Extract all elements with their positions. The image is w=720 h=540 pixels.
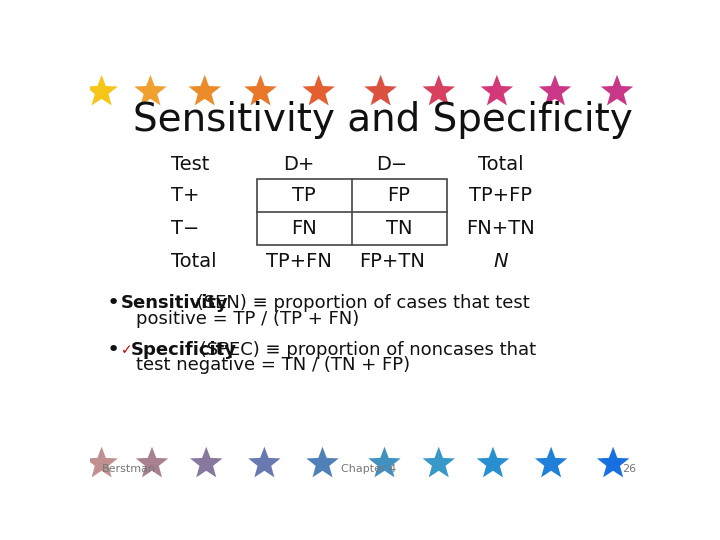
- Polygon shape: [477, 447, 509, 477]
- Polygon shape: [597, 447, 629, 477]
- Polygon shape: [190, 447, 222, 477]
- Text: Chapter 4: Chapter 4: [341, 464, 397, 475]
- Polygon shape: [302, 75, 335, 105]
- Text: (SEN) ≡ proportion of cases that test: (SEN) ≡ proportion of cases that test: [191, 294, 529, 313]
- Text: Berstman: Berstman: [102, 464, 156, 475]
- Text: •: •: [107, 340, 120, 360]
- Text: TP: TP: [292, 186, 316, 205]
- Polygon shape: [423, 75, 455, 105]
- Text: Sensitivity: Sensitivity: [121, 294, 229, 313]
- Polygon shape: [539, 75, 571, 105]
- Polygon shape: [600, 75, 633, 105]
- Polygon shape: [248, 447, 281, 477]
- Text: FN: FN: [291, 219, 317, 238]
- Polygon shape: [364, 75, 397, 105]
- Text: Test: Test: [171, 156, 210, 174]
- Text: positive = TP / (TP + FN): positive = TP / (TP + FN): [137, 310, 360, 328]
- Text: •: •: [107, 294, 120, 314]
- Text: Sensitivity and Specificity: Sensitivity and Specificity: [132, 101, 632, 139]
- Bar: [256, 179, 446, 245]
- Text: T+: T+: [171, 186, 200, 205]
- Polygon shape: [134, 75, 166, 105]
- Polygon shape: [369, 447, 401, 477]
- Text: Total: Total: [171, 252, 217, 271]
- Text: T−: T−: [171, 219, 199, 238]
- Text: test negative = TN / (TN + FP): test negative = TN / (TN + FP): [137, 356, 410, 374]
- Text: FP+TN: FP+TN: [359, 252, 426, 271]
- Polygon shape: [244, 75, 276, 105]
- Text: Specificity: Specificity: [130, 341, 236, 359]
- Polygon shape: [306, 447, 338, 477]
- Text: D+: D+: [284, 156, 315, 174]
- Polygon shape: [86, 75, 118, 105]
- Text: D−: D−: [377, 156, 408, 174]
- Polygon shape: [423, 447, 455, 477]
- Text: (SPEC) ≡ proportion of noncases that: (SPEC) ≡ proportion of noncases that: [194, 341, 536, 359]
- Text: ✓: ✓: [121, 343, 132, 357]
- Text: TP+FP: TP+FP: [469, 186, 532, 205]
- Text: Total: Total: [478, 156, 523, 174]
- Text: FP: FP: [387, 186, 410, 205]
- Text: N: N: [493, 252, 508, 271]
- Polygon shape: [136, 447, 168, 477]
- Text: 26: 26: [622, 464, 636, 475]
- Text: FN+TN: FN+TN: [467, 219, 535, 238]
- Polygon shape: [86, 447, 118, 477]
- Polygon shape: [535, 447, 567, 477]
- Text: TP+FN: TP+FN: [266, 252, 332, 271]
- Polygon shape: [481, 75, 513, 105]
- Text: TN: TN: [386, 219, 413, 238]
- Polygon shape: [189, 75, 221, 105]
